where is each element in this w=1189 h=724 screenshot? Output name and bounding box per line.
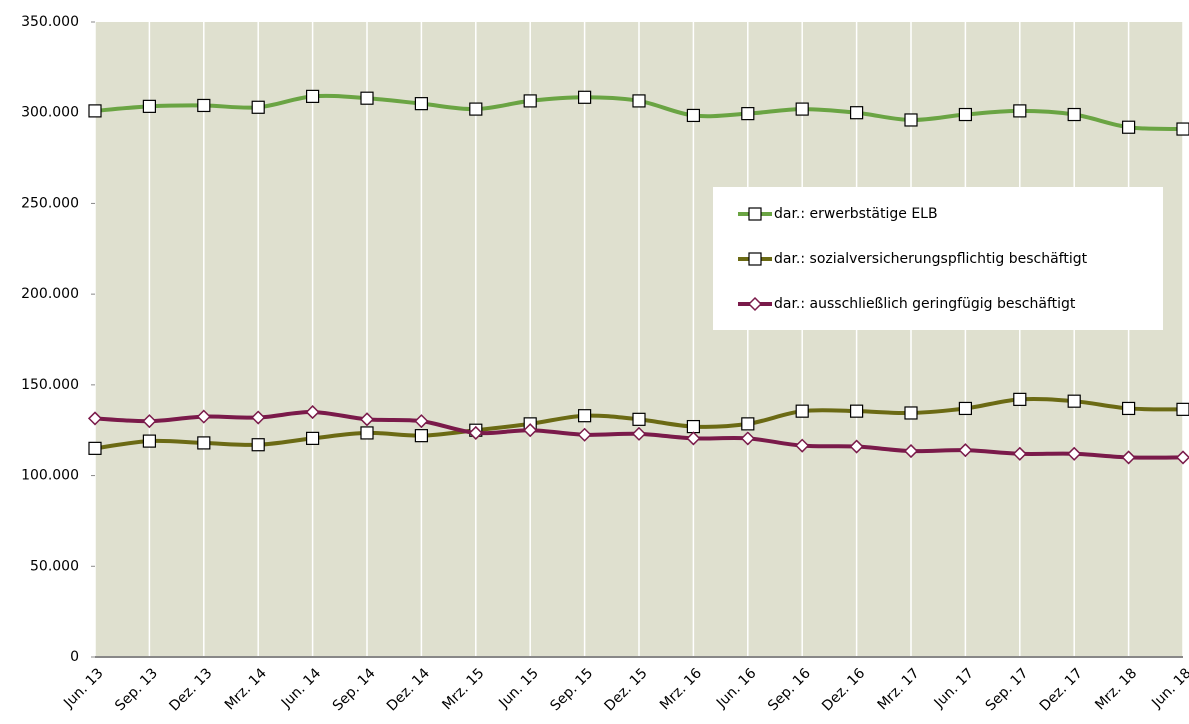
marker: [577, 90, 592, 104]
marker: [1176, 402, 1189, 416]
marker: [958, 443, 973, 458]
marker: [414, 97, 428, 111]
marker: [748, 252, 762, 266]
marker: [631, 426, 647, 441]
marker: [1012, 446, 1027, 461]
marker: [849, 404, 864, 418]
marker: [1013, 104, 1027, 118]
marker: [468, 425, 483, 440]
marker: [577, 427, 592, 442]
marker: [1176, 122, 1189, 136]
marker: [196, 409, 211, 424]
x-tick-label: Dez. 14: [384, 665, 433, 714]
marker: [142, 414, 157, 429]
marker: [359, 412, 375, 427]
marker: [197, 98, 211, 113]
marker: [1121, 450, 1136, 465]
x-tick-label: Mrz. 16: [657, 665, 705, 713]
marker: [686, 419, 701, 434]
marker: [958, 107, 973, 122]
x-tick-label: Mrz. 14: [222, 665, 270, 713]
marker: [1121, 120, 1136, 134]
marker: [251, 410, 266, 425]
marker: [251, 438, 265, 452]
marker: [414, 429, 428, 443]
y-tick-label: 50.000: [30, 558, 79, 574]
x-tick-label: Jun. 13: [60, 665, 106, 711]
marker: [795, 438, 810, 453]
marker: [197, 436, 211, 450]
marker: [1067, 107, 1081, 122]
marker: [958, 401, 973, 416]
marker: [632, 94, 646, 108]
legend-label: dar.: sozialversicherungspflichtig besch…: [774, 251, 1088, 267]
marker: [523, 94, 537, 108]
y-tick-label: 0: [70, 649, 79, 665]
x-tick-label: Dez. 16: [819, 665, 868, 714]
x-tick-label: Jun. 18: [1148, 665, 1189, 711]
marker: [360, 91, 374, 105]
marker: [88, 104, 102, 118]
x-tick-label: Mrz. 18: [1092, 665, 1140, 713]
x-tick-label: Mrz. 15: [439, 665, 487, 713]
x-tick-label: Sep. 17: [983, 665, 1032, 714]
marker: [251, 100, 265, 114]
y-tick-label: 250.000: [21, 195, 79, 211]
x-tick-label: Dez. 17: [1037, 665, 1086, 714]
marker: [903, 444, 919, 459]
x-tick-label: Dez. 15: [602, 665, 651, 714]
marker: [87, 411, 103, 426]
marker: [849, 439, 864, 454]
x-tick-label: Sep. 15: [547, 665, 596, 714]
marker: [142, 434, 156, 448]
marker: [686, 108, 701, 123]
marker: [849, 106, 864, 120]
marker: [904, 113, 918, 127]
y-tick-label: 200.000: [21, 286, 79, 302]
marker: [748, 207, 762, 221]
marker: [142, 99, 156, 113]
marker: [1067, 394, 1081, 408]
x-tick-label: Jun. 16: [713, 665, 759, 711]
legend-label: dar.: erwerbstätige ELB: [774, 206, 938, 222]
marker: [306, 431, 320, 445]
marker: [740, 431, 755, 446]
legend: dar.: erwerbstätige ELB dar.: sozialversi…: [713, 187, 1163, 330]
marker: [795, 404, 809, 418]
marker: [469, 102, 483, 116]
y-tick-label: 100.000: [21, 468, 79, 484]
marker: [632, 412, 646, 426]
marker: [1121, 401, 1136, 416]
marker: [1067, 446, 1082, 461]
marker: [741, 107, 755, 121]
legend-label: dar.: ausschließlich geringfügig beschäf…: [774, 296, 1076, 312]
marker: [306, 89, 320, 103]
marker: [305, 405, 320, 420]
x-tick-label: Dez. 13: [166, 665, 215, 714]
marker: [523, 423, 538, 438]
marker: [747, 296, 763, 312]
x-tick-label: Sep. 14: [330, 665, 379, 714]
y-tick-label: 300.000: [21, 105, 79, 121]
marker: [795, 102, 809, 116]
marker: [414, 414, 429, 429]
marker: [904, 406, 918, 420]
x-tick-label: Mrz. 17: [875, 665, 923, 713]
marker: [741, 417, 755, 431]
y-tick-label: 350.000: [21, 14, 79, 30]
marker: [686, 431, 701, 446]
marker: [360, 426, 374, 440]
marker: [577, 409, 592, 423]
x-tick-label: Jun. 17: [931, 665, 977, 711]
legend-box: [713, 187, 1163, 330]
x-tick-label: Sep. 16: [765, 665, 814, 714]
marker: [1175, 450, 1189, 465]
marker: [1013, 392, 1027, 406]
x-tick-label: Jun. 14: [278, 665, 324, 711]
marker: [88, 441, 102, 455]
x-tick-label: Sep. 13: [112, 665, 161, 714]
y-tick-label: 150.000: [21, 377, 79, 393]
x-tick-label: Jun. 15: [495, 665, 541, 711]
